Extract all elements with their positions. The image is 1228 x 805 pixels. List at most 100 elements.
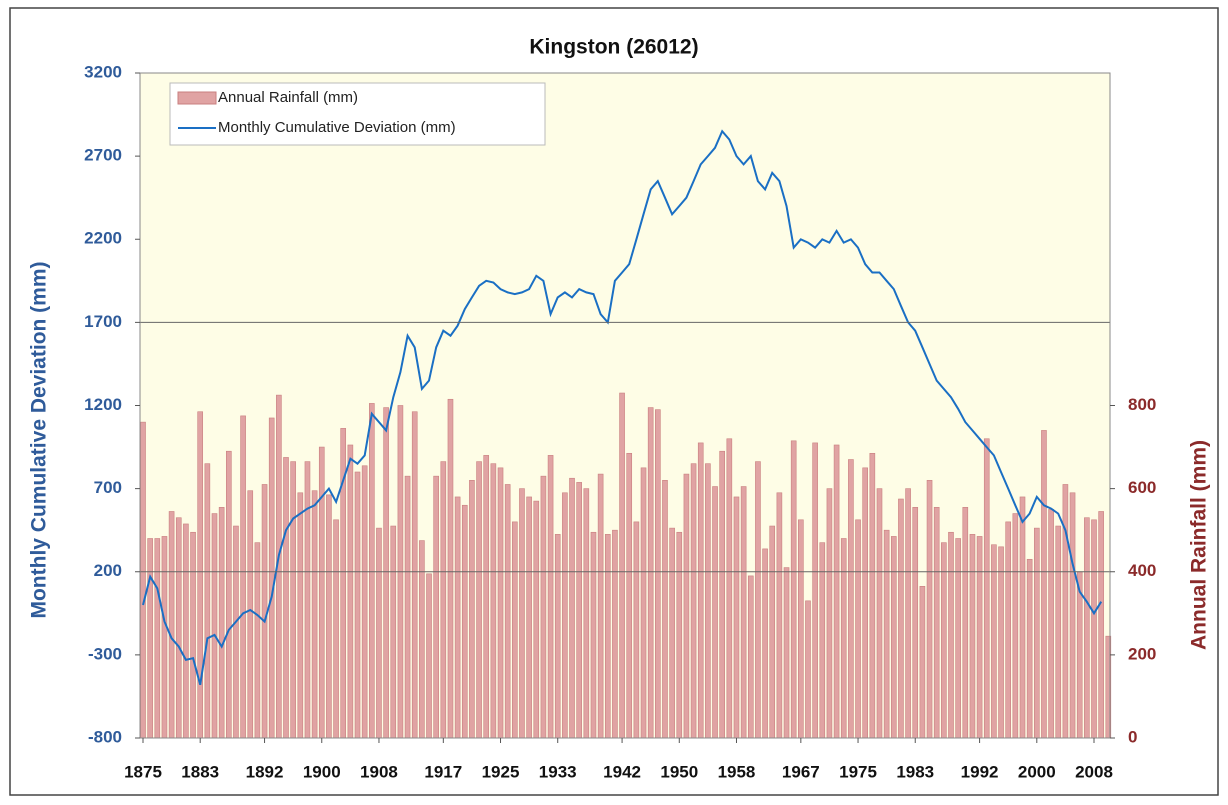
y-tick-label: 1700: [84, 312, 122, 331]
plot-area: [139, 72, 1112, 739]
bar: [233, 525, 239, 739]
bar: [905, 488, 911, 739]
bar: [919, 585, 926, 739]
bar: [311, 490, 318, 739]
bar: [1069, 492, 1076, 739]
bar: [540, 475, 547, 739]
y-axis-label: Monthly Cumulative Deviation (mm): [28, 261, 51, 618]
bar: [805, 600, 811, 739]
x-tick-label: 1925: [482, 762, 520, 781]
bar: [369, 403, 375, 739]
line: [142, 129, 1103, 686]
bar: [333, 519, 339, 739]
bar: [991, 544, 997, 739]
bar: [726, 438, 733, 739]
bar: [183, 523, 189, 739]
bar: [969, 534, 976, 739]
legend-label: Annual Rainfall (mm): [218, 89, 358, 106]
bar: [998, 546, 1004, 739]
bar: [697, 442, 704, 739]
bar: [519, 488, 525, 739]
bar: [1041, 430, 1047, 739]
bar: [426, 573, 432, 739]
bar: [705, 463, 711, 739]
bar: [569, 477, 575, 739]
bar: [848, 459, 854, 739]
bar: [240, 415, 246, 739]
bar: [740, 486, 747, 739]
bar: [175, 517, 182, 739]
bar: [526, 496, 532, 739]
bar: [926, 480, 933, 739]
bar: [247, 490, 254, 739]
bar: [290, 461, 296, 739]
bar: [712, 486, 718, 739]
legend-box: [169, 82, 546, 146]
bar: [576, 482, 582, 739]
bar: [604, 534, 611, 739]
y-tick-label: 1200: [84, 395, 122, 414]
bar: [583, 488, 590, 739]
bar: [690, 463, 697, 739]
x-tick-label: 1975: [839, 762, 877, 781]
bar: [590, 531, 597, 739]
y2-tick-label: 800: [1128, 395, 1156, 414]
x-tick-label: 1917: [424, 762, 462, 781]
bar: [354, 471, 361, 739]
bar: [383, 407, 389, 739]
legend-label: Monthly Cumulative Deviation (mm): [218, 119, 456, 136]
y-tick-label: 3200: [84, 62, 122, 81]
bar: [876, 488, 883, 739]
y2-axis-label: Annual Rainfall (mm): [1188, 440, 1211, 650]
bar: [912, 507, 919, 739]
bar: [447, 398, 454, 739]
bar: [747, 575, 754, 739]
x-tick-label: 1883: [181, 762, 219, 781]
bar: [655, 409, 661, 739]
x-tick-label: 1992: [961, 762, 999, 781]
bar: [197, 411, 204, 739]
bar: [855, 519, 861, 739]
y2-tick-label: 200: [1128, 644, 1156, 663]
bar: [404, 475, 411, 739]
y-tick-label: -300: [88, 644, 122, 663]
y-tick-label: 200: [94, 561, 122, 580]
bar: [898, 498, 904, 739]
bar: [376, 527, 382, 739]
x-tick-label: 1967: [782, 762, 820, 781]
bar: [647, 407, 654, 739]
bar: [211, 513, 218, 739]
bar: [976, 536, 983, 739]
bar: [268, 417, 275, 739]
x-tick-label: 1933: [539, 762, 577, 781]
bar: [154, 538, 161, 739]
bar: [411, 411, 418, 739]
bar: [218, 507, 225, 739]
bar: [862, 467, 868, 739]
bar: [326, 494, 332, 739]
bar: [490, 463, 497, 739]
bar: [1019, 496, 1026, 739]
bar: [798, 519, 804, 739]
bar: [419, 540, 425, 739]
bar: [469, 480, 475, 739]
bar: [497, 467, 504, 739]
bar: [640, 467, 647, 739]
chart-title: Kingston (26012): [529, 36, 698, 59]
bar: [626, 452, 633, 739]
y2-tick-label: 600: [1128, 478, 1156, 497]
x-tick-label: 1908: [360, 762, 398, 781]
bar: [719, 450, 725, 739]
bar: [833, 444, 840, 739]
x-tick-label: 1875: [124, 762, 162, 781]
bar: [304, 461, 311, 739]
bar: [890, 536, 897, 739]
y-tick-label: -800: [88, 727, 122, 746]
bar: [483, 455, 490, 739]
bar: [347, 444, 354, 739]
bar: [147, 538, 153, 739]
bar: [683, 473, 690, 739]
x-tick-label: 2000: [1018, 762, 1056, 781]
bar: [547, 455, 554, 739]
